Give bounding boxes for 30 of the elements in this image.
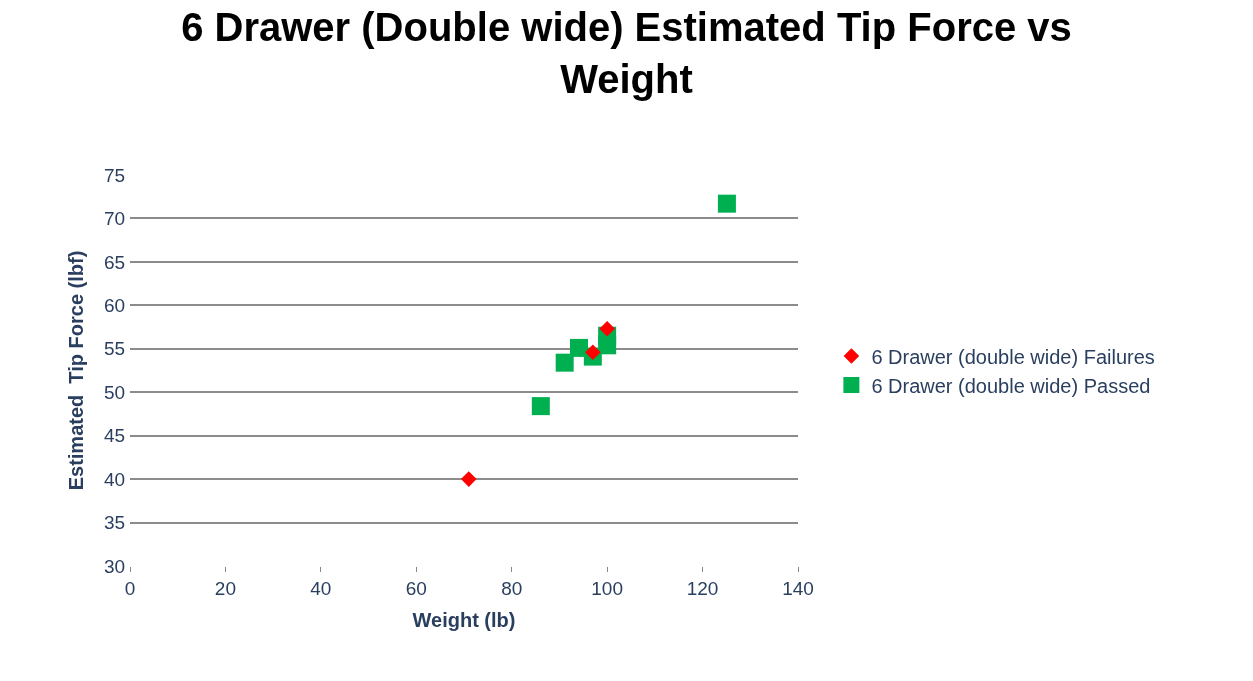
x-tick-label: 100 — [591, 577, 623, 599]
point — [460, 471, 477, 487]
chart-title: 6 Drawer (Double wide) Estimated Tip Force vs Weight — [181, 4, 1072, 101]
point — [585, 344, 601, 361]
y-tick-label: 45 — [104, 425, 126, 447]
y-tick-label: 30 — [104, 555, 126, 577]
y-tick-label: 60 — [104, 294, 126, 316]
y-axis-title: Estimated Tip Force (lbf) — [64, 250, 87, 491]
y-tick-label: 65 — [104, 251, 126, 273]
x-tick-label: 20 — [214, 577, 236, 599]
point — [531, 397, 550, 416]
y-tick-label: 55 — [104, 338, 126, 360]
x-axis-title: Weight (lb) — [412, 609, 516, 632]
legend-label: 6 Drawer (double wide) Failures — [871, 345, 1155, 368]
point — [598, 336, 617, 355]
x-tick-label: 60 — [405, 577, 427, 599]
x-tick-label: 120 — [686, 577, 719, 599]
x-tick-label: 0 — [124, 577, 136, 599]
y-tick-label: 75 — [104, 164, 126, 186]
point — [555, 353, 574, 372]
y-tick-label: 40 — [104, 468, 126, 490]
x-tick-label: 40 — [310, 577, 332, 599]
x-tick-label: 140 — [782, 577, 814, 599]
y-tick-label: 35 — [104, 512, 126, 534]
point — [717, 194, 736, 213]
y-tick-label: 50 — [104, 381, 126, 403]
point — [599, 320, 615, 337]
x-tick-label: 80 — [501, 577, 523, 599]
legend-label: 6 Drawer (double wide) Passed — [871, 374, 1151, 397]
y-tick-label: 70 — [104, 208, 126, 230]
